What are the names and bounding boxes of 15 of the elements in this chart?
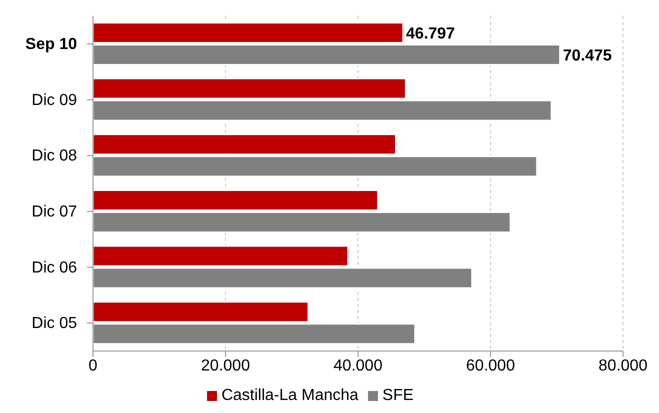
x-tick-label: 40.000 (334, 357, 383, 374)
x-tick-label: 20.000 (201, 357, 250, 374)
y-tick-label: Dic 06 (32, 259, 78, 276)
y-tick-label: Dic 05 (32, 315, 78, 332)
y-tick-label: Sep 10 (25, 36, 78, 53)
legend-label: SFE (382, 387, 414, 404)
y-tick-label: Dic 08 (32, 148, 78, 165)
legend-label: Castilla-La Mancha (221, 387, 358, 404)
y-tick-label: Dic 09 (32, 92, 78, 109)
x-tick-label: 60.000 (466, 357, 516, 374)
x-tick-label: 0 (88, 357, 98, 374)
data-label: 46.797 (406, 26, 456, 43)
y-tick-label: Dic 07 (32, 203, 78, 220)
x-tick-label: 80.000 (598, 357, 648, 374)
data-label: 70.475 (562, 48, 612, 65)
